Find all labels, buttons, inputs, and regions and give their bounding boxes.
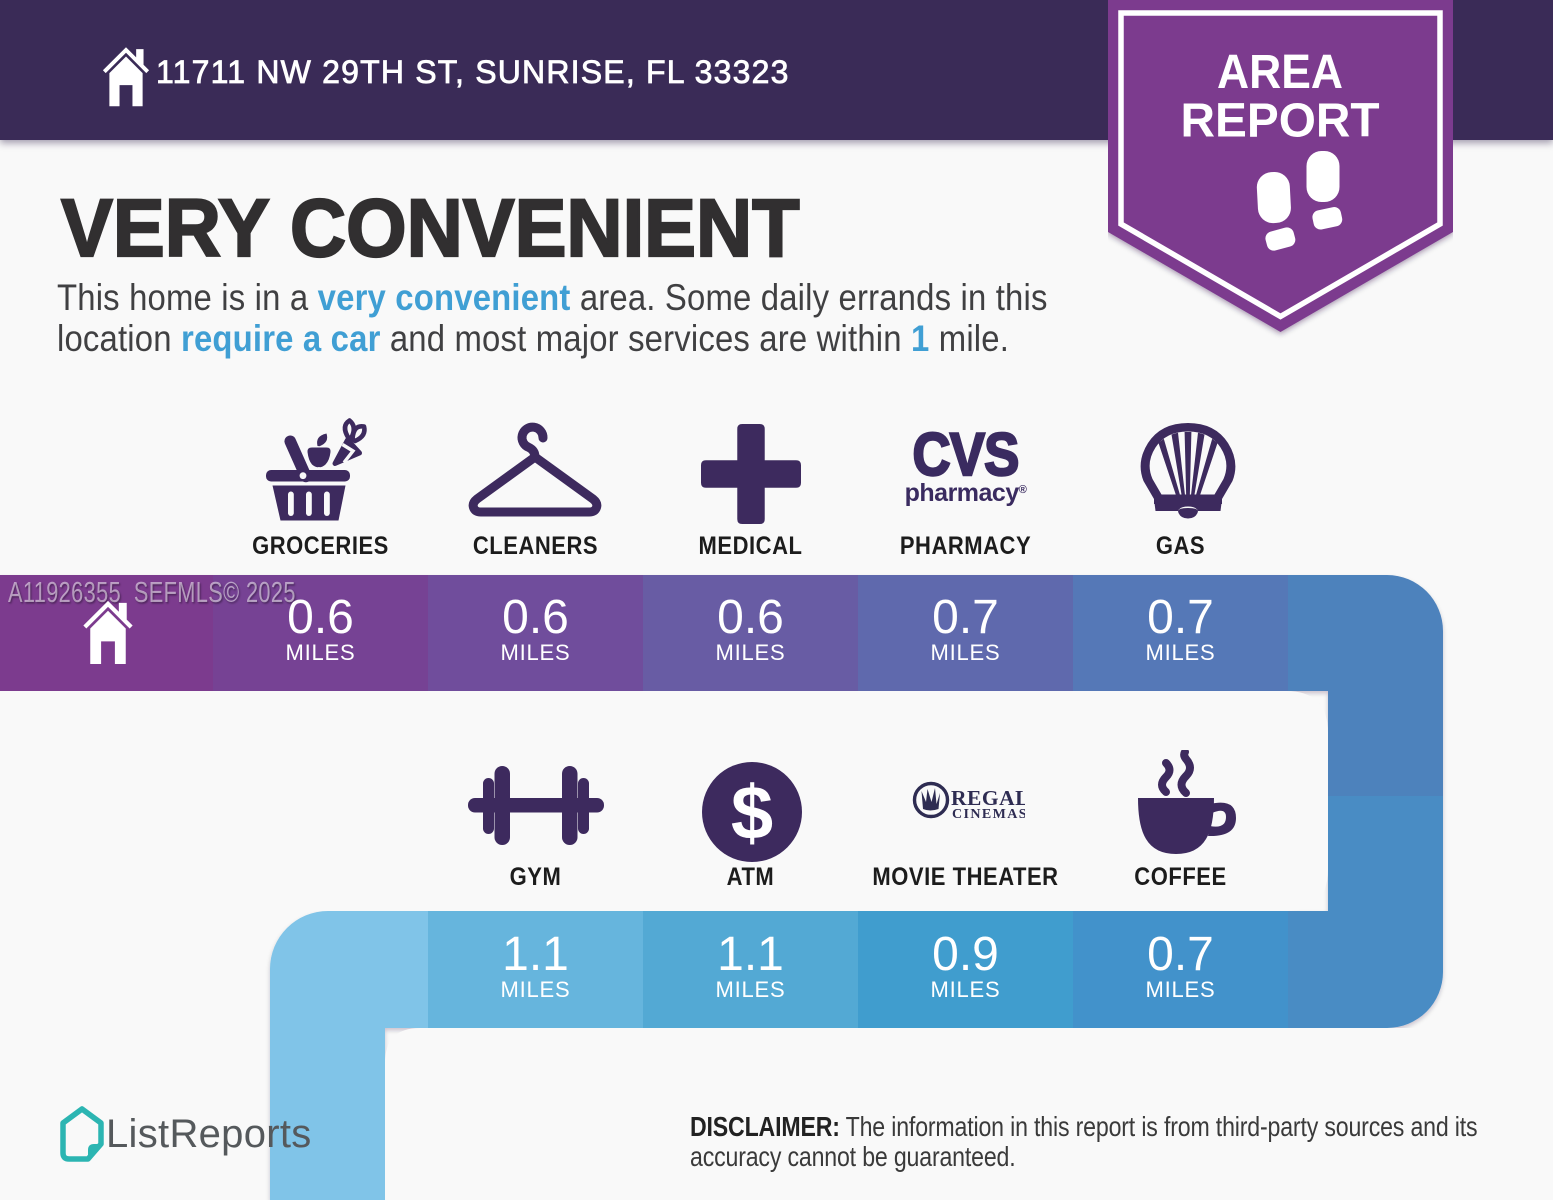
svg-text:AREA: AREA xyxy=(1217,46,1343,99)
svg-text:REPORT: REPORT xyxy=(1181,95,1380,148)
svg-text:REGAL: REGAL xyxy=(951,786,1025,810)
svg-text:CINEMAS: CINEMAS xyxy=(952,807,1025,819)
svg-text:$: $ xyxy=(731,771,773,856)
